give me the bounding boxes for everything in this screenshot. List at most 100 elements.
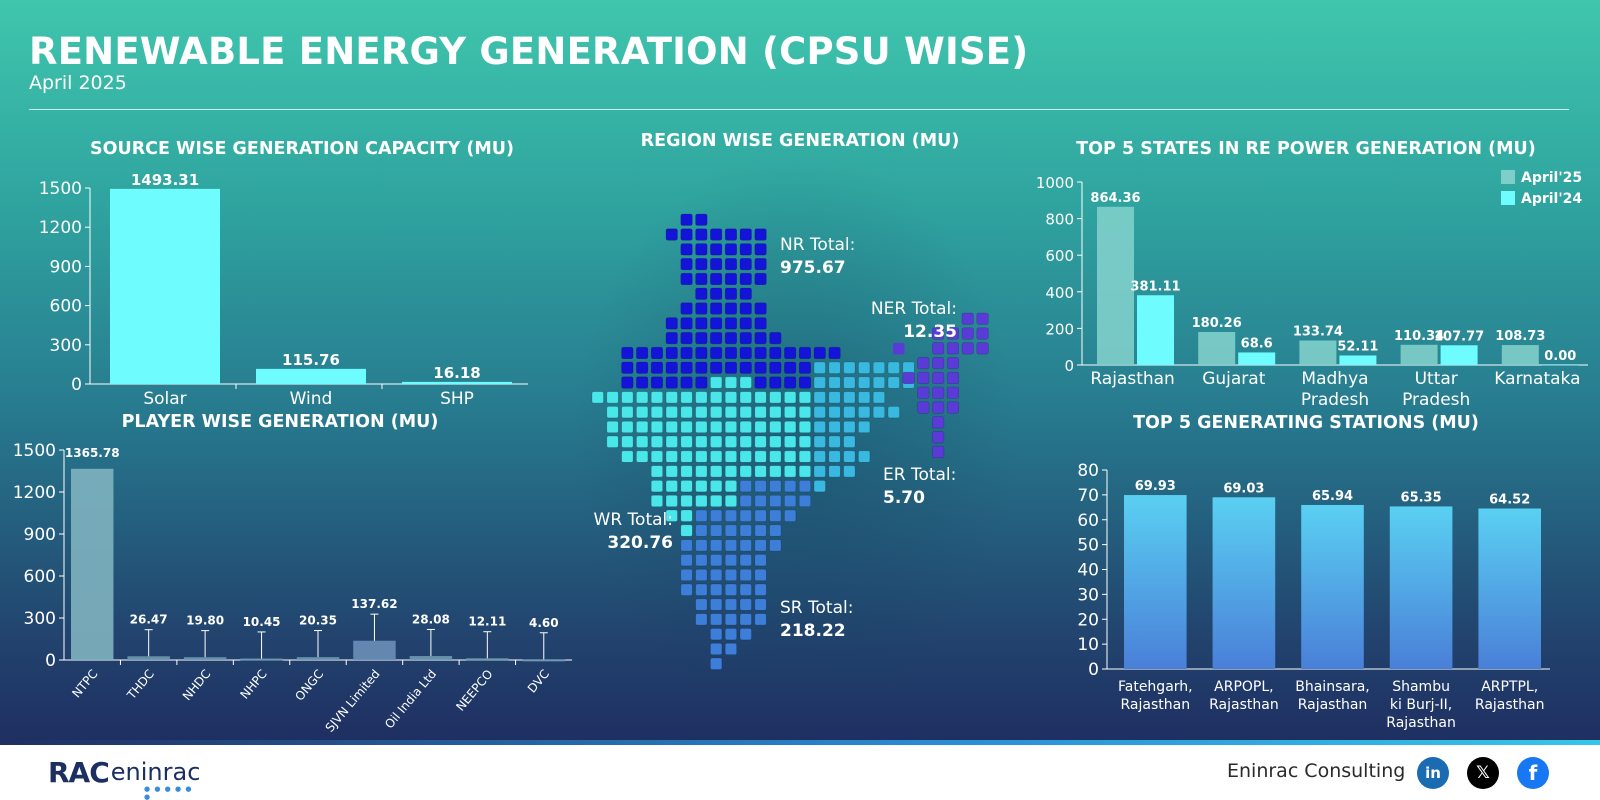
player-bar [409,656,453,660]
stations-bar [1301,504,1364,669]
states-legend-label: April'24 [1521,191,1582,207]
map-dot-er [843,376,856,389]
map-dot-wr [680,391,693,404]
source-category-label: SHP [440,389,474,409]
map-dot-sr [680,583,693,596]
region-nr-value: 975.67 [780,258,846,278]
x-icon[interactable]: 𝕏 [1467,757,1499,789]
map-dot-er [858,450,871,463]
source-bar-label: 1493.31 [131,171,199,189]
region-map: NR Total: 975.67 NER Total: 12.35 ER Total: 5… [591,213,989,670]
map-dot-nr [739,287,752,300]
map-dot-nr [695,258,708,271]
stations-bar [1212,497,1276,669]
stations-bar [1478,508,1541,669]
map-dot-nr [739,302,752,315]
stations-chart-title: TOP 5 GENERATING STATIONS (MU) [1133,413,1479,433]
states-category-label: Pradesh [1301,390,1369,410]
map-dot-nr [754,302,767,315]
map-dot-nr [665,317,678,330]
map-dot-wr [665,480,678,493]
linkedin-icon[interactable]: in [1417,757,1449,789]
facebook-icon[interactable]: f [1517,757,1549,789]
region-er-label: ER Total: [883,465,956,485]
player-bar [183,657,227,660]
stations-y-tick-label: 0 [1088,660,1099,680]
map-dot-er [858,391,871,404]
map-dot-nr [724,302,738,315]
map-dot-ner [917,371,930,385]
map-dot-sr [739,480,752,493]
states-category-label: Uttar [1415,369,1458,389]
map-dot-nr [710,346,723,360]
player-category-label: THDC [124,667,157,703]
stations-y-tick-label: 30 [1077,585,1099,605]
map-dot-nr [650,361,664,374]
stations-category-label: ki Burj-II, [1390,697,1452,713]
map-dot-wr [798,406,812,419]
player-bar [127,656,170,660]
map-dot-sr [710,598,723,611]
states-bar [1198,332,1236,365]
map-dot-nr [636,346,649,360]
map-dot-wr [680,465,693,478]
states-y-tick-label: 800 [1045,211,1074,229]
map-dot-wr [754,450,767,463]
map-dot-nr [739,317,752,330]
stations-bar-label: 64.52 [1489,493,1530,508]
map-dot-wr [695,465,708,478]
map-dot-nr [710,317,723,330]
map-dot-wr [636,391,649,404]
map-dot-ner [917,357,930,370]
states-bar-label: 110.34 [1394,329,1444,344]
map-dot-sr [724,598,738,611]
map-dot-ner [932,342,945,355]
player-bar-label: 26.47 [130,613,168,627]
player-bar-label: 28.08 [412,612,450,626]
map-dot-wr [665,450,678,463]
map-dot-wr [650,494,664,508]
player-y-tick-label: 0 [45,651,56,671]
map-dot-nr [739,243,752,256]
states-bar-label: 107.77 [1434,329,1484,344]
map-dot-nr [798,346,812,360]
player-bar [466,658,509,661]
stations-bar [1389,506,1453,669]
map-dot-wr [680,524,693,537]
map-dot-sr [695,509,708,522]
map-dot-sr [798,494,812,508]
map-dot-nr [724,361,738,374]
map-dot-wr [680,494,693,508]
player-category-label: ONGC [292,667,326,704]
states-bar [1400,344,1438,365]
states-category-label: Karnataka [1494,369,1580,389]
player-y-tick-label: 600 [24,567,56,587]
map-dot-nr [695,361,708,374]
map-dot-sr [710,642,723,656]
map-dot-er [872,361,886,374]
map-dot-nr [680,376,693,389]
stations-y-tick-label: 20 [1077,610,1099,630]
map-dot-sr [680,568,693,582]
map-dot-wr [591,391,604,404]
map-dot-nr [724,317,738,330]
region-wr-label: WR Total: [594,510,673,530]
map-dot-er [858,406,871,419]
map-dot-er [813,406,826,419]
map-dot-sr [754,480,767,493]
map-dot-wr [710,420,723,434]
map-dot-wr [650,391,664,404]
map-dot-wr [650,406,664,419]
player-bar [296,657,340,660]
map-dot-sr [739,628,752,641]
map-dot-sr [724,509,738,522]
map-dot-sr [754,554,767,567]
eninrac-logo[interactable]: RAC eninrac ● ● ● ● ● ● [48,755,200,800]
map-dot-er [828,420,841,434]
map-dot-nr [695,243,708,256]
map-dot-sr [769,539,782,552]
map-dot-nr [665,361,678,374]
map-dot-nr [695,287,708,300]
player-category-label: DVC [525,667,552,696]
